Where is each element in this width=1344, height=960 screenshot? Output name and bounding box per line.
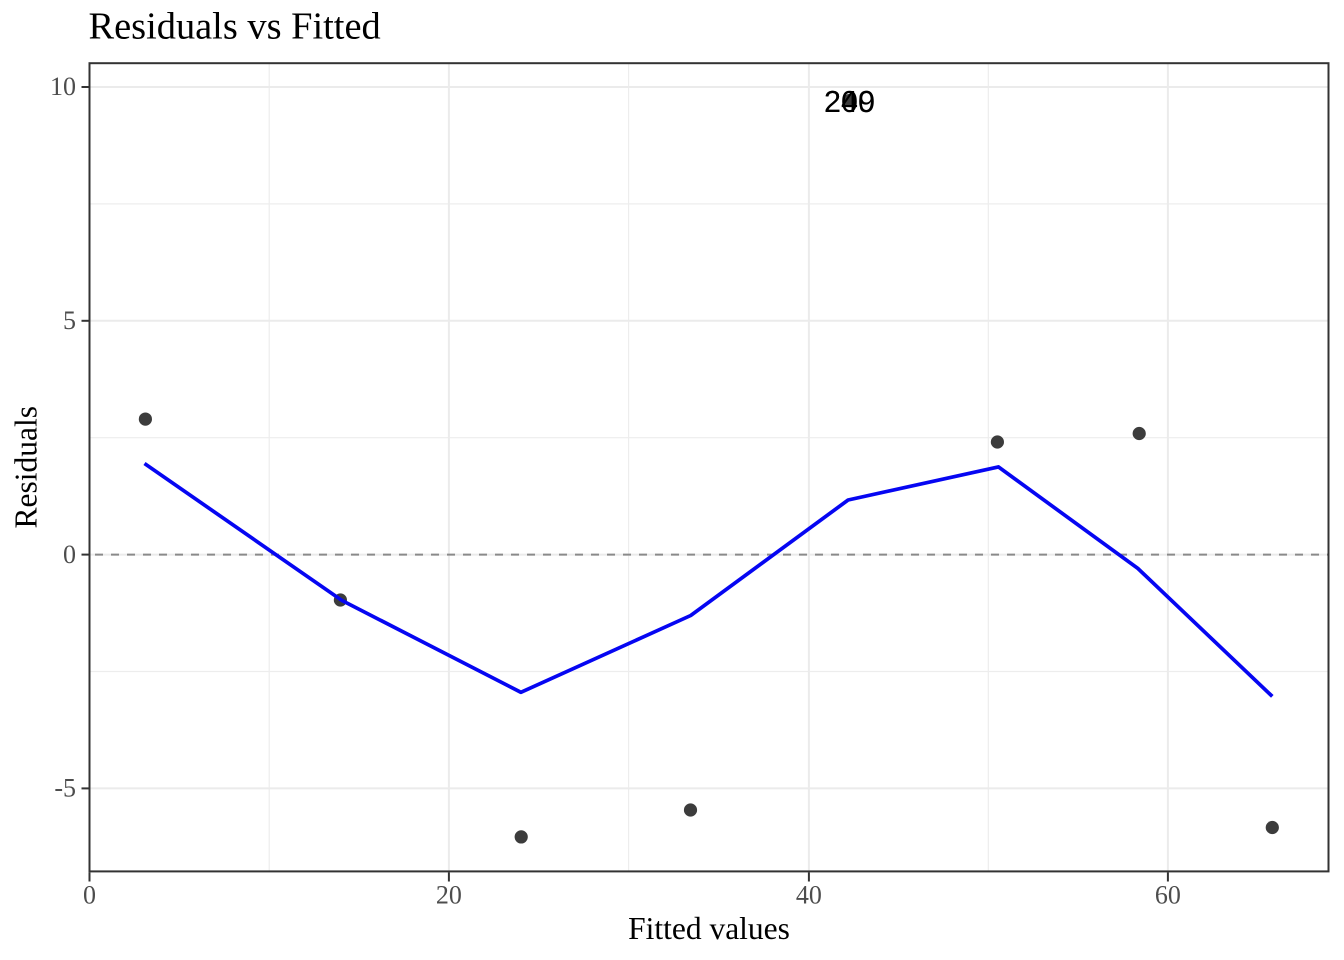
svg-text:10: 10: [50, 72, 76, 101]
svg-text:Fitted values: Fitted values: [628, 911, 790, 946]
svg-text:0: 0: [83, 881, 96, 910]
svg-text:20: 20: [436, 881, 462, 910]
svg-text:240: 240: [824, 85, 875, 119]
svg-text:Residuals vs Fitted: Residuals vs Fitted: [89, 6, 381, 48]
svg-text:-5: -5: [54, 774, 76, 803]
svg-text:Residuals: Residuals: [9, 406, 44, 529]
svg-text:209: 209: [824, 85, 875, 119]
svg-text:0: 0: [63, 540, 76, 569]
svg-text:40: 40: [796, 881, 822, 910]
svg-text:60: 60: [1155, 881, 1181, 910]
svg-text:5: 5: [63, 306, 76, 335]
